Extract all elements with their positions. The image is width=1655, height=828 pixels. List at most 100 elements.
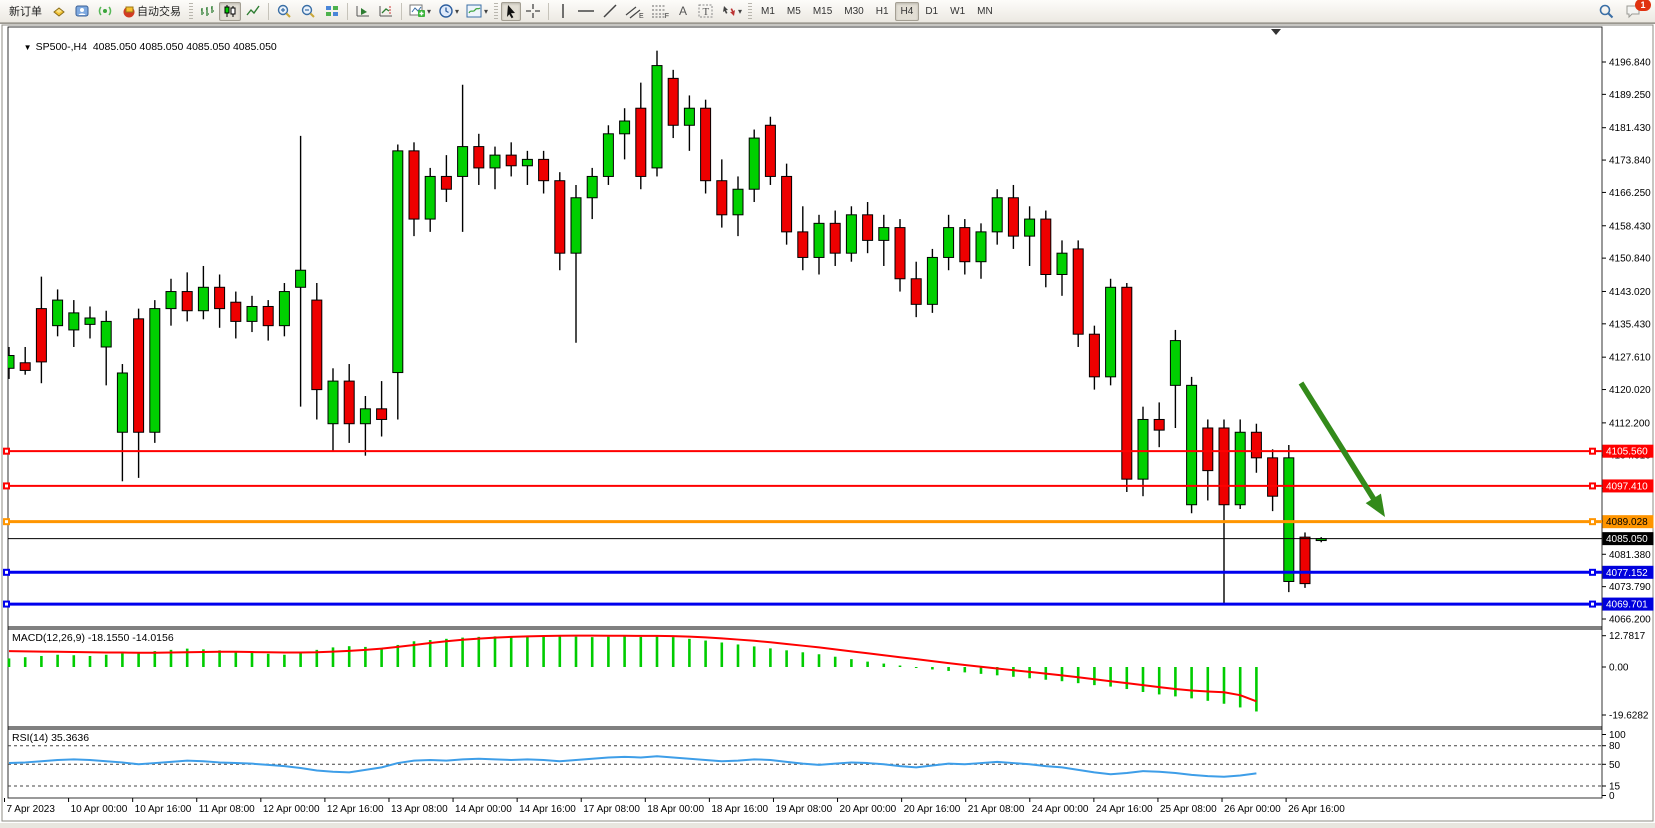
candle	[538, 150, 550, 194]
auto-trading-button[interactable]: 自动交易	[117, 2, 186, 21]
candle	[1169, 329, 1181, 428]
price-tick-label: 4143.020	[1609, 287, 1651, 298]
time-tick-label: 7 Apr 2023	[7, 804, 56, 815]
candle	[1186, 376, 1198, 514]
time-tick-label: 21 Apr 08:00	[968, 804, 1025, 815]
toolbar-handle[interactable]	[748, 3, 753, 19]
zoom-out-button[interactable]	[297, 2, 320, 21]
candle	[683, 95, 695, 151]
candle	[781, 163, 793, 245]
price-badge	[1602, 515, 1654, 529]
toolbar-handle[interactable]	[189, 3, 193, 19]
candle	[68, 300, 80, 347]
time-tick-label: 17 Apr 08:00	[583, 804, 640, 815]
vertical-line-tool-button[interactable]	[553, 2, 573, 21]
bar-chart-type-button[interactable]	[196, 2, 218, 21]
scroll-position-marker[interactable]	[1271, 29, 1281, 35]
crosshair-tool-button[interactable]	[522, 2, 544, 21]
candle	[943, 214, 955, 271]
dropdown-arrow-icon: ▾	[738, 6, 743, 16]
dropdown-arrow-icon: ▾	[455, 6, 460, 16]
candle	[1024, 206, 1036, 266]
candle	[926, 248, 938, 313]
text-tool-button[interactable]: A	[678, 4, 687, 18]
price-tick-label: 4120.020	[1609, 385, 1651, 396]
trend-arrow-annotation[interactable]	[1298, 381, 1379, 505]
price-tick-label: 4173.840	[1609, 156, 1651, 167]
cursor-tool-button[interactable]	[501, 1, 522, 21]
candle	[424, 167, 436, 232]
candle	[619, 108, 631, 160]
candle	[894, 219, 906, 292]
timeframe-m15[interactable]: M15	[812, 5, 833, 17]
price-badge-label: 4069.701	[1606, 600, 1648, 611]
candle	[52, 289, 64, 337]
rsi-label: RSI(14) 35.3636	[12, 732, 90, 744]
price-badge-label: 4105.560	[1606, 447, 1648, 458]
candle	[246, 295, 258, 333]
notifications-button[interactable]: 1	[1622, 0, 1651, 21]
toolbar-separator	[347, 2, 348, 20]
chart-canvas[interactable]: 4196.840 4189.250 4181.430 4173.840 4166.250…	[0, 24, 1655, 828]
candle	[489, 146, 501, 190]
candle	[165, 278, 177, 326]
candle-chart-type-button[interactable]	[219, 1, 241, 21]
chart-header[interactable]: ▼ SP500-,H4 4085.050 4085.050 4085.050 40…	[12, 29, 277, 65]
templates-button[interactable]: ▾	[463, 2, 491, 21]
timeframe-h4[interactable]: H4	[894, 1, 920, 21]
rsi-scale-label: 80	[1609, 741, 1621, 752]
candle	[440, 155, 452, 203]
candle	[1299, 532, 1311, 588]
collapse-triangle-icon[interactable]: ▼	[23, 43, 32, 52]
zoom-in-button[interactable]	[273, 2, 296, 21]
price-tick-label: 4127.610	[1609, 353, 1651, 364]
candle	[457, 84, 469, 232]
channel-tool-button[interactable]: E	[622, 2, 647, 21]
tile-windows-button[interactable]	[321, 2, 343, 21]
candle	[359, 396, 371, 456]
price-tick-label: 4081.380	[1609, 550, 1651, 561]
price-badge-label: 4077.152	[1606, 568, 1648, 579]
fibonacci-tool-button[interactable]: F	[648, 2, 672, 21]
indicators-button[interactable]: ▾	[406, 2, 434, 21]
timeframe-mn[interactable]: MN	[977, 5, 993, 17]
line-chart-type-button[interactable]	[242, 2, 264, 21]
timeframe-m5[interactable]: M5	[786, 5, 801, 17]
candle	[230, 291, 242, 339]
gold-icon[interactable]	[48, 2, 70, 21]
candle	[1007, 184, 1019, 249]
timeframe-d1[interactable]: D1	[925, 5, 939, 17]
candle	[1202, 419, 1214, 501]
price-badge-label: 4089.028	[1606, 517, 1648, 528]
candle	[505, 142, 517, 177]
timeframe-m1[interactable]: M1	[761, 5, 775, 17]
price-tick-label: 4150.840	[1609, 254, 1651, 265]
horizontal-line-tool-button[interactable]	[574, 2, 598, 21]
timeframe-h1[interactable]: H1	[875, 5, 889, 17]
arrows-tool-button[interactable]: ▾	[718, 2, 745, 21]
chart-shift-button[interactable]	[375, 2, 397, 21]
notification-badge: 1	[1635, 0, 1651, 11]
candle	[278, 283, 290, 337]
trendline-tool-button[interactable]	[599, 2, 621, 21]
time-tick-label: 14 Apr 00:00	[455, 804, 512, 815]
periods-button[interactable]: ▾	[435, 2, 462, 21]
price-tick-label: 4066.200	[1609, 615, 1651, 626]
rsi-scale-label: 100	[1609, 730, 1626, 741]
candle	[813, 214, 825, 275]
time-tick-label: 10 Apr 00:00	[71, 804, 128, 815]
auto-scroll-button[interactable]	[352, 2, 374, 21]
profile-icon[interactable]	[71, 2, 93, 21]
new-order-button[interactable]: 新订单	[9, 6, 42, 18]
time-tick-label: 20 Apr 16:00	[904, 804, 961, 815]
toolbar-handle[interactable]	[494, 3, 499, 19]
text-label-tool-button[interactable]: T	[694, 2, 717, 21]
candle	[1088, 325, 1100, 390]
candle	[602, 125, 614, 185]
candle	[1153, 402, 1165, 448]
broadcast-icon[interactable]	[94, 2, 116, 21]
timeframe-w1[interactable]: W1	[950, 5, 966, 17]
search-icon[interactable]	[1595, 2, 1618, 21]
macd-scale-label: -19.6282	[1609, 711, 1649, 722]
timeframe-m30[interactable]: M30	[844, 5, 864, 17]
